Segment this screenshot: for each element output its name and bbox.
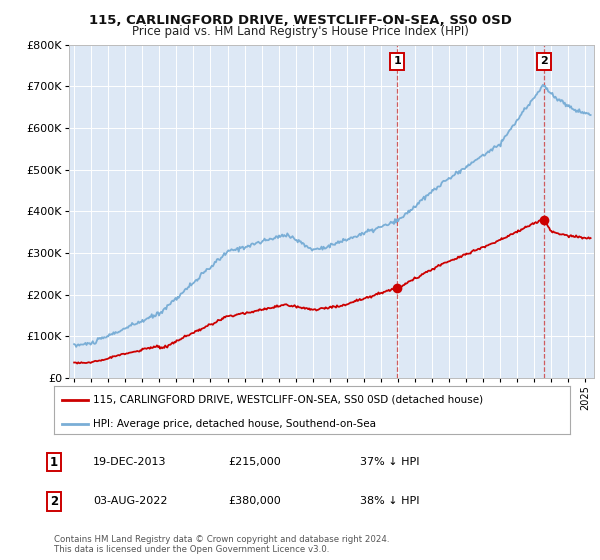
- Text: 115, CARLINGFORD DRIVE, WESTCLIFF-ON-SEA, SS0 0SD: 115, CARLINGFORD DRIVE, WESTCLIFF-ON-SEA…: [89, 14, 511, 27]
- Text: 1: 1: [50, 455, 58, 469]
- Text: HPI: Average price, detached house, Southend-on-Sea: HPI: Average price, detached house, Sout…: [92, 418, 376, 428]
- Text: Price paid vs. HM Land Registry's House Price Index (HPI): Price paid vs. HM Land Registry's House …: [131, 25, 469, 38]
- Text: 38% ↓ HPI: 38% ↓ HPI: [360, 496, 419, 506]
- Text: 1: 1: [394, 57, 401, 67]
- Text: 2: 2: [541, 57, 548, 67]
- Text: Contains HM Land Registry data © Crown copyright and database right 2024.
This d: Contains HM Land Registry data © Crown c…: [54, 535, 389, 554]
- Text: 03-AUG-2022: 03-AUG-2022: [93, 496, 167, 506]
- Text: £380,000: £380,000: [228, 496, 281, 506]
- Text: 19-DEC-2013: 19-DEC-2013: [93, 457, 167, 467]
- Text: 2: 2: [50, 494, 58, 508]
- Text: £215,000: £215,000: [228, 457, 281, 467]
- Text: 37% ↓ HPI: 37% ↓ HPI: [360, 457, 419, 467]
- Text: 115, CARLINGFORD DRIVE, WESTCLIFF-ON-SEA, SS0 0SD (detached house): 115, CARLINGFORD DRIVE, WESTCLIFF-ON-SEA…: [92, 395, 483, 405]
